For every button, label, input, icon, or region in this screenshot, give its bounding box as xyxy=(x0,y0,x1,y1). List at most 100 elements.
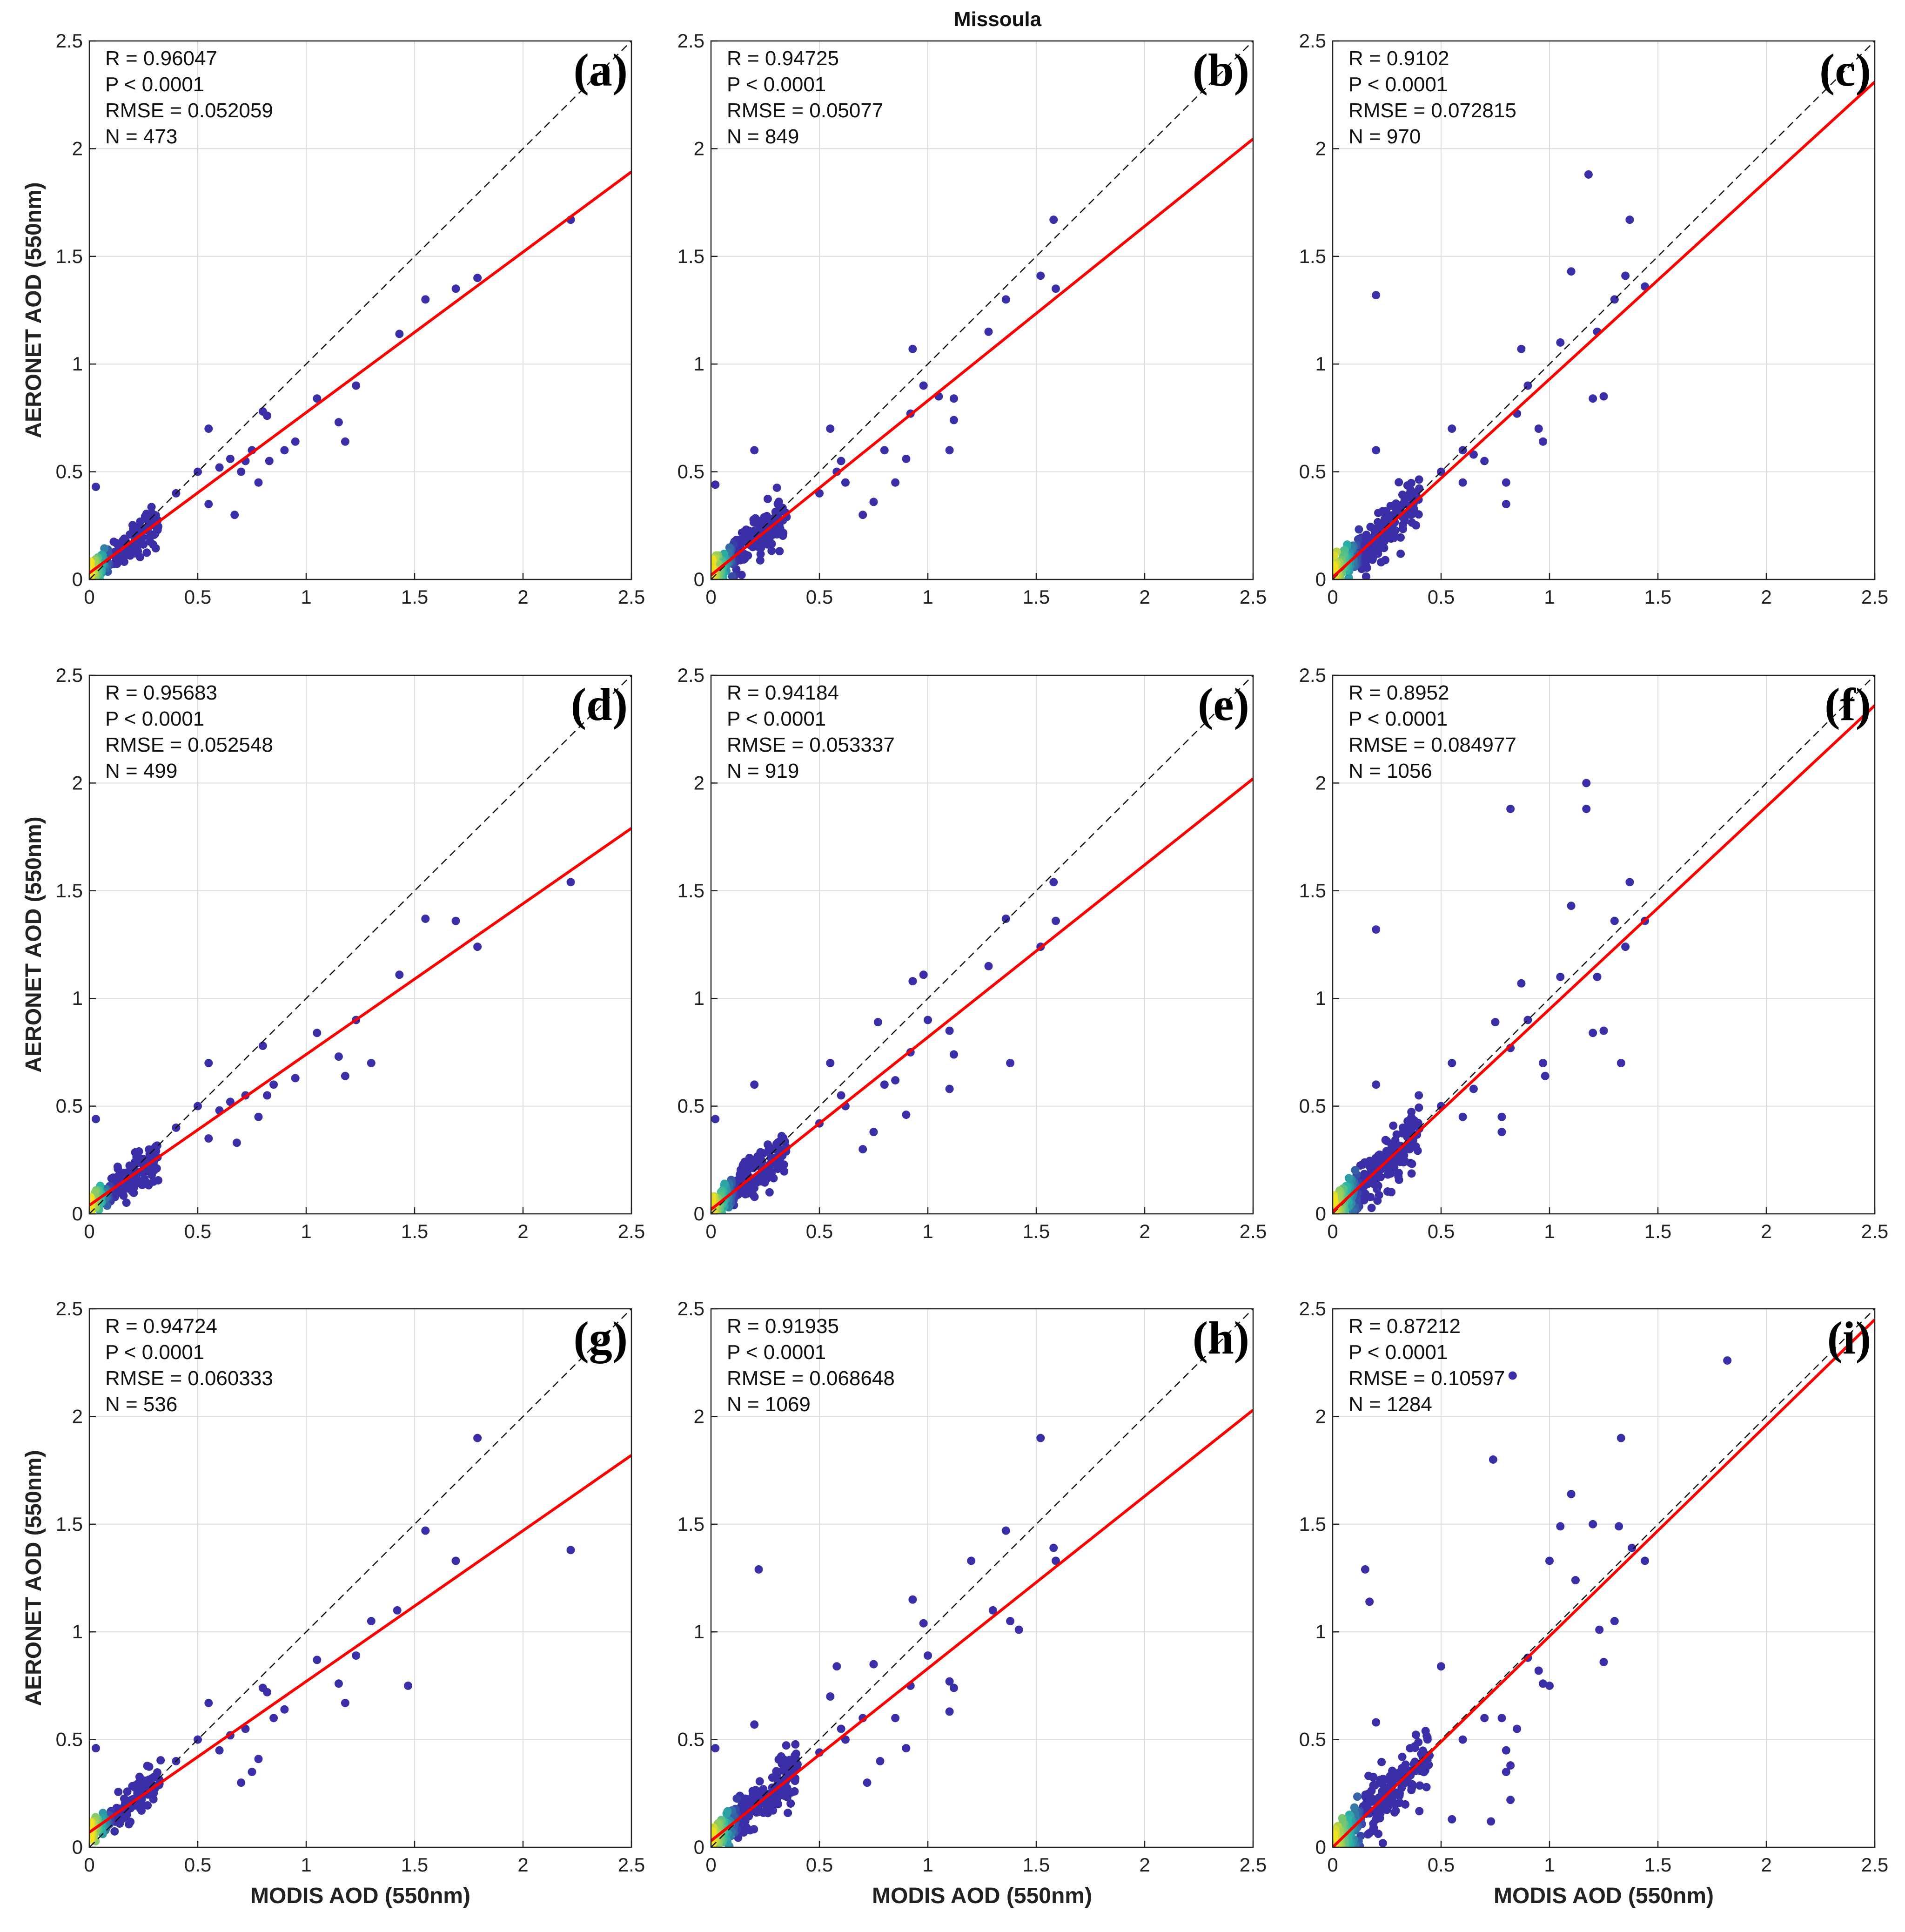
data-point xyxy=(1377,558,1386,567)
data-point xyxy=(248,1768,256,1777)
stats-line: R = 0.91935 xyxy=(727,1315,839,1338)
y-tick-label: 0 xyxy=(694,1203,704,1225)
stats-line: R = 0.94724 xyxy=(105,1315,217,1338)
data-point xyxy=(859,1145,867,1154)
stats-line: P < 0.0001 xyxy=(105,1341,204,1364)
data-point xyxy=(832,1662,841,1671)
stats-line: N = 1284 xyxy=(1348,1393,1432,1416)
y-tick-label: 1.5 xyxy=(56,245,83,267)
data-point xyxy=(750,1080,759,1089)
data-point xyxy=(145,1145,154,1154)
x-tick-label: 2 xyxy=(1139,1220,1150,1242)
data-point xyxy=(1541,1071,1549,1080)
data-point xyxy=(1403,481,1412,490)
stats-line: R = 0.95683 xyxy=(105,681,217,704)
data-point xyxy=(749,515,758,524)
data-point xyxy=(1625,878,1634,887)
data-point xyxy=(1610,1617,1619,1626)
data-point xyxy=(263,1091,272,1100)
data-point xyxy=(421,1526,430,1535)
data-point xyxy=(880,446,889,455)
data-point xyxy=(1497,1112,1506,1121)
data-point xyxy=(1508,1371,1517,1380)
stats-line: RMSE = 0.05077 xyxy=(727,99,883,122)
data-point xyxy=(924,1016,932,1024)
y-axis-label: AERONET AOD (550nm) xyxy=(21,1450,46,1706)
data-point xyxy=(230,511,239,519)
y-tick-label: 0 xyxy=(694,568,704,590)
scatter-panel: 0 0.5 1 1.5 2 2.5 0 0.5 1 1.5 2 2.5 R = 0.9102 P < 0.… xyxy=(1299,30,1889,608)
data-point xyxy=(1036,1434,1045,1442)
y-tick-label: 0 xyxy=(72,1203,83,1225)
data-point xyxy=(473,274,482,283)
data-point xyxy=(1361,1792,1370,1801)
y-tick-label: 1 xyxy=(694,353,704,375)
y-tick-label: 2.5 xyxy=(1299,30,1326,52)
y-tick-label: 2.5 xyxy=(1299,664,1326,686)
data-point xyxy=(451,916,460,925)
data-point xyxy=(949,416,958,424)
data-point xyxy=(1448,1059,1456,1068)
data-point xyxy=(313,394,322,403)
axes-frame xyxy=(1332,1308,1876,1848)
scatter-panel: 0 0.5 1 1.5 2 2.5 0 0.5 1 1.5 2 2.5 R = 0.91935 P < 0… xyxy=(677,1298,1267,1908)
data-point xyxy=(1369,1819,1378,1828)
x-tick-label: 2.5 xyxy=(1240,586,1267,608)
panel-tag: (e) xyxy=(1198,679,1249,730)
data-point xyxy=(237,1778,246,1787)
data-point xyxy=(1372,446,1381,455)
data-point xyxy=(837,457,845,465)
data-point xyxy=(204,1059,213,1068)
stats-line: P < 0.0001 xyxy=(1348,707,1448,730)
plot-content xyxy=(89,1309,631,1847)
x-tick-label: 2.5 xyxy=(1240,1854,1267,1876)
axes-frame xyxy=(710,1308,1254,1848)
data-point xyxy=(1497,1714,1506,1723)
y-tick-label: 0.5 xyxy=(56,1095,83,1117)
data-point xyxy=(1506,1761,1515,1770)
data-point xyxy=(334,1679,343,1688)
data-point xyxy=(1355,525,1363,534)
data-point xyxy=(1545,1556,1554,1565)
data-point xyxy=(128,521,137,530)
identity-line xyxy=(711,41,1253,579)
x-tick-label: 2.5 xyxy=(1861,586,1888,608)
data-point xyxy=(1621,271,1630,280)
data-point xyxy=(1589,1029,1597,1037)
data-point xyxy=(1390,1808,1399,1817)
data-point xyxy=(1599,1026,1608,1035)
data-point xyxy=(873,1018,882,1027)
x-tick-label: 0 xyxy=(84,586,94,608)
data-point xyxy=(1381,1136,1390,1144)
scatter-panel: 0 0.5 1 1.5 2 2.5 0 0.5 1 1.5 2 2.5 R = 0.94184 P < 0… xyxy=(677,664,1267,1242)
y-tick-label: 2.5 xyxy=(1299,1298,1326,1319)
stats-line: RMSE = 0.10597 xyxy=(1348,1367,1505,1390)
plot-content xyxy=(1333,675,1875,1214)
data-point xyxy=(1001,295,1010,304)
data-point xyxy=(1567,1490,1576,1499)
y-tick-label: 1 xyxy=(1315,353,1326,375)
data-point xyxy=(1489,1455,1497,1464)
y-tick-label: 2 xyxy=(1315,137,1326,159)
data-point xyxy=(1415,1781,1424,1790)
data-point xyxy=(1480,457,1489,465)
data-point xyxy=(722,1809,731,1818)
y-tick-label: 0.5 xyxy=(56,1729,83,1750)
data-point xyxy=(110,1827,119,1836)
data-point xyxy=(1422,1783,1431,1791)
x-tick-label: 1 xyxy=(301,586,311,608)
data-point xyxy=(1571,1576,1580,1585)
y-axis-label: AERONET AOD (550nm) xyxy=(21,182,46,438)
data-point xyxy=(728,572,737,579)
identity-line xyxy=(89,1309,631,1847)
data-point xyxy=(1406,510,1415,519)
data-point xyxy=(1415,1091,1423,1100)
regression-line xyxy=(1333,704,1875,1213)
data-point xyxy=(265,457,274,465)
stats-line: RMSE = 0.072815 xyxy=(1348,99,1516,122)
data-point xyxy=(1014,1625,1023,1634)
data-point xyxy=(141,512,149,521)
data-point xyxy=(826,1692,835,1701)
x-tick-label: 1.5 xyxy=(1023,1220,1050,1242)
